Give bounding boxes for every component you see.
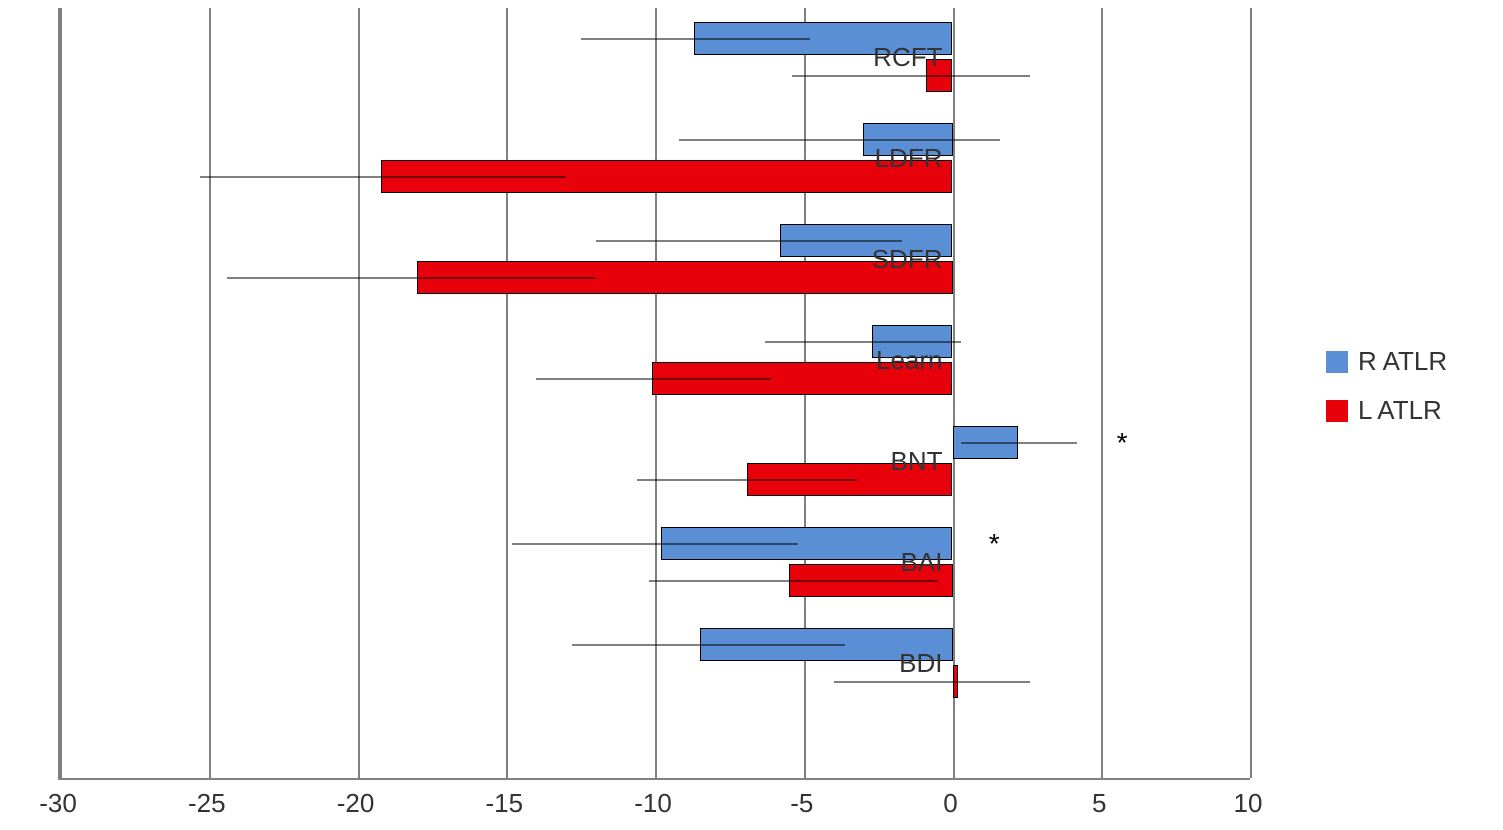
gridline bbox=[209, 8, 211, 778]
chart-container: RCFT LDFR SDFR Learn BNT BAI BDI * * R ATLR L ATL… bbox=[0, 0, 1503, 830]
category-label: SDFR bbox=[872, 244, 943, 275]
x-tick-label: -30 bbox=[39, 788, 77, 819]
category-label: LDFR bbox=[875, 143, 943, 174]
gridline bbox=[953, 8, 955, 778]
error-bar bbox=[512, 543, 798, 544]
error-bar bbox=[536, 378, 771, 379]
category-label: Learn bbox=[876, 345, 943, 376]
category-label: BNT bbox=[891, 446, 943, 477]
x-tick-label: 10 bbox=[1234, 788, 1263, 819]
legend-label: R ATLR bbox=[1358, 346, 1447, 377]
error-bar bbox=[596, 240, 902, 241]
error-bar bbox=[961, 442, 1077, 443]
legend: R ATLR L ATLR bbox=[1326, 346, 1447, 444]
error-bar bbox=[679, 139, 1000, 140]
error-bar bbox=[572, 644, 846, 645]
error-bar bbox=[581, 38, 810, 39]
legend-swatch bbox=[1326, 351, 1348, 373]
gridline bbox=[1101, 8, 1103, 778]
significance-marker: * bbox=[1117, 427, 1128, 459]
significance-marker: * bbox=[989, 528, 1000, 560]
error-bar bbox=[792, 75, 1030, 76]
legend-item: L ATLR bbox=[1326, 395, 1447, 426]
gridline bbox=[1250, 8, 1252, 778]
gridline bbox=[60, 8, 62, 778]
legend-item: R ATLR bbox=[1326, 346, 1447, 377]
x-tick-label: -5 bbox=[790, 788, 813, 819]
error-bar bbox=[765, 341, 961, 342]
x-tick-label: -25 bbox=[188, 788, 226, 819]
error-bar bbox=[649, 580, 938, 581]
legend-swatch bbox=[1326, 400, 1348, 422]
category-label: BDI bbox=[899, 648, 942, 679]
category-label: RCFT bbox=[873, 42, 942, 73]
x-tick-label: -10 bbox=[634, 788, 672, 819]
x-tick-label: 0 bbox=[943, 788, 957, 819]
x-tick-label: 5 bbox=[1092, 788, 1106, 819]
plot-area: RCFT LDFR SDFR Learn BNT BAI BDI * * bbox=[58, 8, 1250, 780]
category-label: BAI bbox=[901, 547, 943, 578]
x-tick-label: -15 bbox=[485, 788, 523, 819]
legend-label: L ATLR bbox=[1358, 395, 1442, 426]
error-bar bbox=[200, 176, 566, 177]
error-bar bbox=[227, 277, 596, 278]
gridline bbox=[358, 8, 360, 778]
error-bar bbox=[834, 681, 1030, 682]
error-bar bbox=[637, 479, 857, 480]
x-tick-label: -20 bbox=[337, 788, 375, 819]
gridline bbox=[506, 8, 508, 778]
